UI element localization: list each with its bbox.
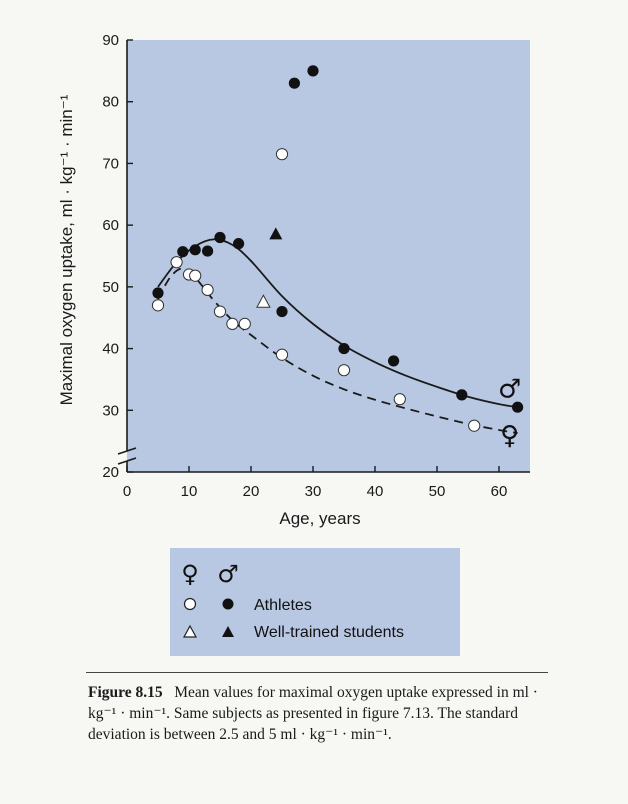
x-tick-label-0: 0 [123, 483, 131, 500]
female-athletes-point-12 [468, 419, 481, 432]
female-athletes-point-0 [151, 299, 165, 312]
x-tick-label-2: 20 [243, 483, 260, 500]
female-athletes-point-1 [170, 256, 183, 269]
female-curve-symbol: ♀ [500, 421, 519, 451]
caption-rule [86, 672, 548, 673]
male-athletes-point-1 [177, 246, 189, 258]
female-well-trained-students-point-0 [256, 294, 271, 308]
plot-background [127, 40, 530, 472]
caption-label: Figure 8.15 [88, 684, 163, 701]
x-tick-label-5: 50 [429, 483, 446, 500]
legend-female-header: ♀ [181, 560, 199, 588]
female-athletes-point-11 [393, 393, 406, 406]
male-athletes-point-0 [152, 287, 164, 299]
legend-male-header: ♂ [217, 560, 239, 588]
y-tick-label-7: 90 [102, 32, 119, 49]
male-athletes-point-4 [214, 231, 226, 244]
axis-break-mark [117, 447, 137, 465]
x-axis-label: Age, years [279, 509, 360, 528]
female-athletes-point-5 [213, 305, 227, 318]
female-athletes-point-6 [226, 317, 239, 330]
y-tick-label-3: 50 [102, 279, 119, 296]
male-athletes-point-6 [276, 305, 288, 318]
male-athletes-point-11 [456, 389, 468, 401]
male-athletes-point-5 [233, 238, 245, 250]
male-athletes-point-9 [338, 342, 350, 355]
legend: ♀ ♂ Athletes Well-trained students [170, 548, 460, 656]
legend-athletes-label: Athletes [254, 597, 312, 614]
x-tick-label-1: 10 [181, 483, 198, 500]
female-athletes-point-7 [238, 317, 251, 330]
legend-male-athlete-marker [222, 598, 234, 610]
female-athletes-point-8 [275, 148, 289, 161]
male-athletes-point-10 [388, 355, 400, 367]
male-athletes-point-7 [288, 77, 300, 89]
female-athletes-point-3 [189, 269, 202, 282]
y-tick-label-2: 40 [102, 341, 119, 358]
male-curve-symbol: ♂ [498, 375, 521, 405]
male-athletes-point-8 [307, 65, 319, 77]
x-tick-label-4: 40 [367, 483, 384, 500]
figure-caption: Figure 8.15 Mean values for maximal oxyg… [88, 682, 544, 745]
caption-text: Mean values for maximal oxygen uptake ex… [88, 684, 538, 743]
y-tick-label-5: 70 [102, 155, 119, 172]
legend-students-label: Well-trained students [254, 624, 404, 641]
female-athletes-point-4 [201, 283, 214, 297]
y-tick-label-0: 20 [102, 464, 119, 481]
y-axis-label: Maximal oxygen uptake, ml · kg⁻¹ · min⁻¹ [57, 94, 76, 405]
y-tick-label-4: 60 [102, 217, 119, 234]
female-athletes-point-10 [337, 364, 351, 377]
x-tick-label-3: 30 [305, 483, 322, 500]
legend-female-student-marker [182, 624, 198, 638]
y-tick-label-1: 30 [102, 402, 119, 419]
male-athletes-point-2 [189, 244, 201, 256]
legend-box [170, 548, 460, 656]
male-athletes-point-3 [202, 245, 214, 257]
male-athletes-point-12 [511, 401, 524, 413]
male-well-trained-students-point-0 [269, 227, 283, 240]
legend-male-student-marker [222, 626, 234, 637]
y-tick-label-6: 80 [102, 94, 119, 111]
x-tick-label-6: 60 [491, 483, 508, 500]
female-athletes-point-9 [275, 348, 289, 361]
legend-female-athlete-marker [183, 597, 197, 611]
